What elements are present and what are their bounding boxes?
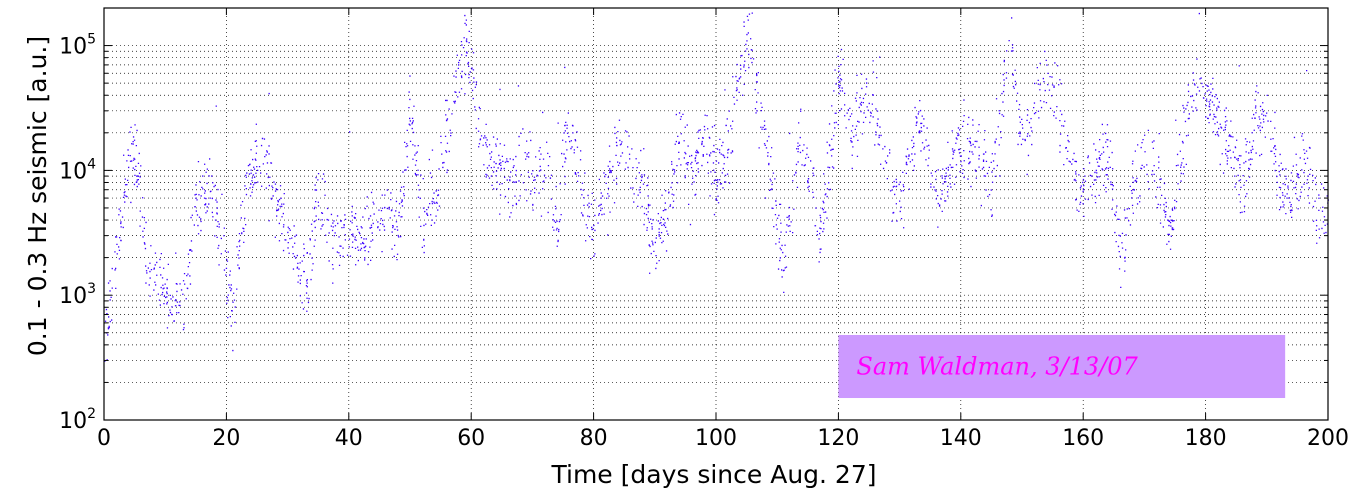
axis-ticks: 0 20 40 60 80 100 120 140 160 180 200 102 103 104 105 (59, 7, 1349, 451)
plot-area (104, 12, 1330, 362)
y-axis-title: 0.1 - 0.3 Hz seismic [a.u.] (23, 36, 52, 356)
x-axis-title: Time [days since Aug. 27] (551, 460, 877, 489)
data-series-points (104, 12, 1330, 362)
annotation-box: Sam Waldman, 3/13/07 (838, 334, 1286, 399)
y-tick-label: 104 (59, 156, 96, 184)
x-tick-label: 180 (1185, 426, 1227, 451)
annotation-text: Sam Waldman, 3/13/07 (856, 352, 1138, 380)
x-tick-label: 60 (457, 426, 485, 451)
x-tick-label: 200 (1307, 426, 1349, 451)
x-tick-label: 120 (817, 426, 859, 451)
x-tick-label: 0 (97, 426, 111, 451)
x-tick-label: 100 (695, 426, 737, 451)
y-tick-label: 105 (59, 32, 96, 60)
x-tick-label: 20 (212, 426, 240, 451)
y-tick-label: 103 (59, 281, 96, 309)
x-tick-label: 80 (580, 426, 608, 451)
y-tick-label: 102 (59, 406, 96, 434)
annotation-background (838, 334, 1286, 399)
x-tick-label: 160 (1062, 426, 1104, 451)
x-tick-label: 40 (335, 426, 363, 451)
grid-lines (104, 8, 1328, 420)
x-tick-label: 140 (940, 426, 982, 451)
